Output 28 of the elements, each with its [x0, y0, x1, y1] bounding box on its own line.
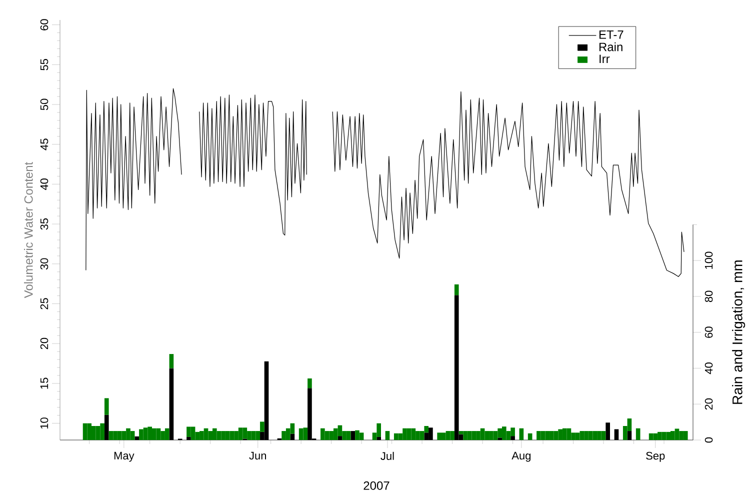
legend-label: Rain — [599, 42, 622, 52]
y2-tick-label: 60 — [704, 326, 713, 338]
y2-axis-title: Rain and Irrigation, mm — [732, 260, 746, 404]
y-tick-label: 20 — [40, 338, 48, 350]
y2-tick-label: 80 — [704, 290, 713, 302]
x-tick-label: Aug — [512, 452, 531, 462]
x-axis-title: 2007 — [364, 481, 390, 490]
y-tick-label: 45 — [40, 138, 48, 150]
y-axis-title: Volumetric Water Content — [24, 162, 33, 298]
y-tick-label: 25 — [40, 298, 48, 310]
x-tick-label: May — [114, 452, 134, 462]
x-tick-label: Jun — [249, 452, 266, 460]
y2-tick-label: 100 — [704, 252, 713, 269]
legend-label: ET-7 — [599, 30, 624, 39]
x-tick-label: Jul — [380, 452, 394, 460]
y-tick-label: 10 — [40, 418, 48, 429]
y-tick-label: 40 — [40, 178, 48, 190]
y-tick-label: 60 — [40, 19, 48, 30]
legend-label: Irr — [600, 54, 610, 64]
y2-tick-label: 0 — [704, 437, 713, 443]
y-tick-label: 50 — [40, 98, 48, 110]
y-tick-label: 30 — [40, 258, 48, 270]
y-tick-label: 55 — [40, 58, 48, 70]
y-tick-label: 35 — [40, 218, 48, 230]
y2-tick-label: 20 — [704, 398, 713, 410]
y2-tick-label: 40 — [704, 362, 713, 374]
y-tick-label: 15 — [40, 378, 48, 389]
x-tick-label: Sep — [646, 452, 665, 462]
